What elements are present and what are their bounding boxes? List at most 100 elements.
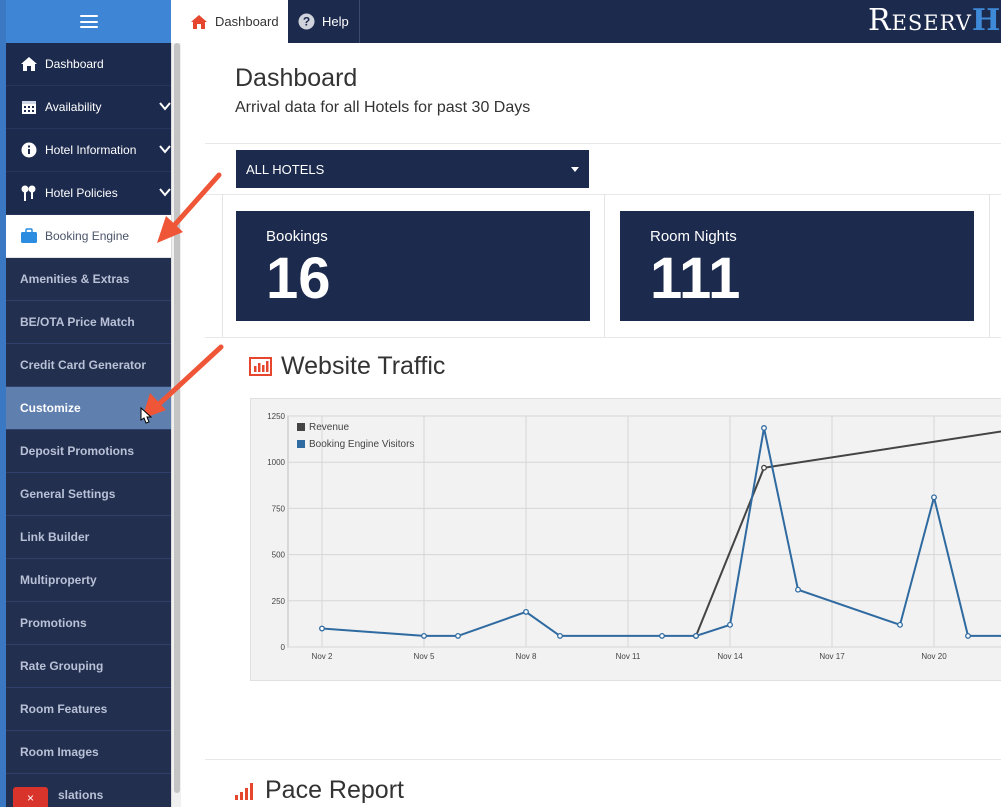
sidebar-scrollbar[interactable] <box>171 43 181 807</box>
data-point <box>319 625 325 632</box>
y-tick-label: 750 <box>272 504 286 513</box>
divider <box>205 759 1001 760</box>
tab-help[interactable]: ? Help <box>288 0 360 43</box>
calendar-icon <box>20 98 38 116</box>
section-title: Pace Report <box>265 776 404 804</box>
sidebar-subitem-credit-card-generator[interactable]: Credit Card Generator <box>6 344 171 387</box>
hamburger-icon <box>79 15 98 28</box>
sidebar-subitem-deposit-promotions[interactable]: Deposit Promotions <box>6 430 171 473</box>
hotel-select-value: ALL HOTELS <box>246 161 325 177</box>
brand-logo[interactable]: ReservH <box>868 3 1001 38</box>
sidebar-subitem-room-images[interactable]: Room Images <box>6 731 171 774</box>
sidebar-subitem-room-features[interactable]: Room Features <box>6 688 171 731</box>
data-point <box>795 586 801 593</box>
help-icon: ? <box>298 13 315 30</box>
data-point <box>455 632 461 639</box>
sidebar-item-label: Availability <box>45 100 102 114</box>
y-tick-label: 250 <box>272 597 286 606</box>
website-traffic-heading: Website Traffic <box>249 352 445 381</box>
data-point <box>931 494 937 501</box>
stat-label: Bookings <box>266 228 328 245</box>
sidebar-item-label: Dashboard <box>45 57 104 71</box>
data-point <box>557 632 563 639</box>
arrow-annotation <box>157 172 222 243</box>
legend-swatch <box>297 440 305 448</box>
x-tick-label: Nov 8 <box>516 652 537 661</box>
sidebar-subitem-promotions[interactable]: Promotions <box>6 602 171 645</box>
sidebar-subitem-amenities-extras[interactable]: Amenities & Extras <box>6 258 171 301</box>
y-tick-label: 0 <box>281 643 286 652</box>
divider <box>604 194 605 337</box>
data-point <box>523 608 529 615</box>
stat-value: 16 <box>266 246 331 311</box>
signal-bars-icon <box>234 782 256 800</box>
sidebar-subitem-general-settings[interactable]: General Settings <box>6 473 171 516</box>
briefcase-icon <box>20 227 38 245</box>
home-icon <box>190 14 208 30</box>
chevron-down-icon <box>159 143 171 158</box>
page-title: Dashboard <box>235 64 358 92</box>
sidebar-subitem-link-builder[interactable]: Link Builder <box>6 516 171 559</box>
svg-text:?: ? <box>303 15 310 29</box>
sidebar-item-hotel-information[interactable]: Hotel Information <box>6 129 171 172</box>
top-nav: Dashboard ? Help ReservH <box>181 0 1001 43</box>
divider <box>205 143 1001 144</box>
chart-svg: 0 250 500 750 1000 1250 Nov 2 Nov 5 Nov 8 Nov 11 N… <box>267 412 1001 661</box>
stat-label: Room Nights <box>650 228 737 245</box>
sidebar: Dashboard Availability Hotel Information… <box>6 0 171 807</box>
sidebar-subitem-multiproperty[interactable]: Multiproperty <box>6 559 171 602</box>
sidebar-item-booking-engine[interactable]: Booking Engine <box>6 215 171 258</box>
sidebar-item-availability[interactable]: Availability <box>6 86 171 129</box>
data-point <box>659 632 665 639</box>
y-tick-label: 1250 <box>267 412 285 421</box>
plot-area <box>287 415 1001 648</box>
divider <box>205 194 1001 195</box>
close-button[interactable]: × <box>13 787 48 807</box>
stats-row <box>222 194 1001 337</box>
arrow-annotation <box>142 344 224 419</box>
data-point <box>727 621 733 628</box>
x-tick-label: Nov 11 <box>616 652 641 661</box>
chevron-down-icon <box>159 186 171 201</box>
sidebar-item-label: Booking Engine <box>45 229 130 243</box>
sidebar-item-dashboard[interactable]: Dashboard <box>6 43 171 86</box>
sidebar-subitem-be-ota-price-match[interactable]: BE/OTA Price Match <box>6 301 171 344</box>
series-line <box>695 430 1001 637</box>
website-traffic-chart: 0 250 500 750 1000 1250 Nov 2 Nov 5 Nov 8 Nov 11 N… <box>250 398 1001 681</box>
data-point <box>761 425 767 431</box>
tab-dashboard[interactable]: Dashboard <box>181 0 288 43</box>
data-point <box>421 632 427 639</box>
divider <box>205 337 1001 338</box>
section-title: Website Traffic <box>281 352 446 380</box>
tab-label: Help <box>322 14 349 29</box>
sidebar-item-hotel-policies[interactable]: Hotel Policies <box>6 172 171 215</box>
caret-down-icon <box>571 167 579 172</box>
scrollbar-thumb[interactable] <box>174 43 180 793</box>
left-rail <box>0 0 6 807</box>
pace-report-heading: Pace Report <box>234 776 404 805</box>
sidebar-item-label: Hotel Information <box>45 143 137 157</box>
keys-icon <box>20 184 38 202</box>
page-subtitle: Arrival data for all Hotels for past 30 … <box>235 99 531 116</box>
data-point <box>965 632 971 639</box>
x-tick-label: Nov 17 <box>819 652 845 661</box>
y-tick-label: 500 <box>272 551 286 560</box>
cursor-hand-icon <box>140 406 153 424</box>
legend-swatch <box>297 423 305 431</box>
menu-toggle[interactable] <box>6 0 171 43</box>
stat-card-bookings: Bookings 16 <box>236 211 590 321</box>
y-tick-label: 1000 <box>267 458 285 467</box>
logo-accent: H <box>971 3 1001 38</box>
legend-label: Revenue <box>309 422 349 433</box>
sidebar-subitem-customize[interactable]: Customize <box>6 387 171 430</box>
stat-card-room-nights: Room Nights 111 <box>620 211 974 321</box>
chevron-down-icon <box>159 100 171 115</box>
data-point <box>693 632 699 639</box>
sidebar-subitem-rate-grouping[interactable]: Rate Grouping <box>6 645 171 688</box>
x-tick-label: Nov 2 <box>312 652 333 661</box>
divider <box>989 194 990 337</box>
logo-text: Reserv <box>868 3 972 38</box>
x-tick-label: Nov 20 <box>921 652 947 661</box>
hotel-select[interactable]: ALL HOTELS <box>236 150 589 188</box>
